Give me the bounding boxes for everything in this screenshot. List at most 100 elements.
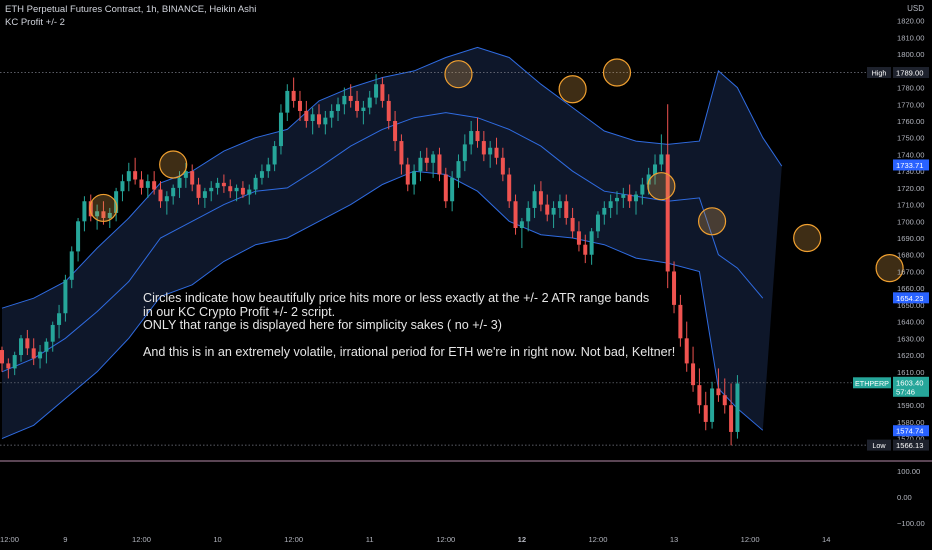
candle <box>120 181 125 192</box>
candle <box>672 271 677 305</box>
candle <box>627 194 632 202</box>
candle <box>209 187 214 192</box>
price-tick-label: 1610.00 <box>897 368 924 377</box>
candle <box>152 181 157 190</box>
candlesticks <box>0 74 740 446</box>
indicator-tick-label: 100.00 <box>897 467 920 476</box>
candle <box>0 350 4 364</box>
band-touch-circle <box>647 172 676 201</box>
candle <box>336 104 341 111</box>
band-touch-circle <box>558 75 587 104</box>
candle <box>297 100 302 111</box>
candle <box>317 114 321 125</box>
candle <box>69 251 74 280</box>
candle <box>171 187 176 197</box>
candle <box>703 405 708 422</box>
candle <box>507 174 512 202</box>
candle <box>513 201 518 228</box>
band-touch-circle <box>159 150 188 179</box>
time-tick-label: 12:00 <box>436 535 455 544</box>
candle <box>640 184 645 195</box>
price-marker-box <box>893 376 929 397</box>
time-tick-label: 13 <box>670 535 678 544</box>
price-tick-label: 1720.00 <box>897 184 924 193</box>
candle <box>481 141 486 155</box>
band-touch-circle <box>875 254 904 283</box>
candle <box>735 383 740 432</box>
candle <box>412 171 417 185</box>
candle <box>202 191 207 198</box>
candle <box>107 212 112 218</box>
time-tick-label: 14 <box>822 535 830 544</box>
candle <box>659 154 664 165</box>
price-marker-box <box>893 159 929 171</box>
band-touch-circle <box>697 207 727 236</box>
candle <box>710 388 715 422</box>
price-tick-label: 1780.00 <box>897 84 924 93</box>
price-marker-tag <box>853 377 891 389</box>
price-tick-label: 1570.00 <box>897 435 924 444</box>
price-marker-value: 1733.71 <box>896 161 923 170</box>
keltner-bands <box>1 46 783 440</box>
indicator-label[interactable]: KC Profit +/- 2 <box>5 17 65 28</box>
candle <box>63 279 68 314</box>
candle <box>519 221 524 228</box>
price-tick-label: 1750.00 <box>897 134 924 143</box>
band-fill <box>2 47 782 439</box>
price-tick-label: 1740.00 <box>897 150 924 159</box>
candle <box>361 107 366 111</box>
candle <box>621 194 626 198</box>
candle <box>729 405 734 432</box>
price-tick-label: 1810.00 <box>897 33 924 42</box>
price-tick-label: 1730.00 <box>897 167 924 176</box>
candle <box>247 189 252 195</box>
candle <box>196 184 201 198</box>
candle <box>684 338 689 364</box>
candle <box>418 157 423 172</box>
candle <box>126 171 131 182</box>
candle <box>374 84 379 98</box>
candle <box>12 355 17 369</box>
candle <box>291 90 296 101</box>
candle <box>722 395 727 406</box>
price-marker: 1574.74 <box>893 425 929 437</box>
candle <box>190 171 195 185</box>
price-marker-box <box>893 439 929 451</box>
price-marker: 1733.71 <box>893 159 929 171</box>
candle <box>367 97 372 108</box>
price-lines <box>0 72 868 446</box>
candle <box>691 363 696 386</box>
candle <box>380 84 385 101</box>
time-tick-label: 12:00 <box>588 535 607 544</box>
candle <box>259 171 264 178</box>
price-marker-value: 1789.00 <box>896 69 923 78</box>
price-tick-label: 1590.00 <box>897 401 924 410</box>
currency-label: USD <box>907 4 924 13</box>
band-touch-circle <box>602 58 632 87</box>
time-axis[interactable]: 12:00 9 12:00 10 12:00 11 12:00 12 12:00 13 12:00 1… <box>0 535 830 544</box>
price-marker-countdown: 57:46 <box>896 387 915 396</box>
indicator-tick-label: −100.00 <box>897 519 925 528</box>
candle <box>323 117 328 125</box>
price-marker-value: 1566.13 <box>896 441 923 450</box>
candle <box>57 313 62 325</box>
candle <box>228 186 233 192</box>
band-touch-circle <box>793 223 822 253</box>
price-tick-label: 1630.00 <box>897 334 924 343</box>
candle <box>469 131 474 145</box>
candle <box>139 179 144 188</box>
candle <box>614 197 619 202</box>
price-marker: 1566.13 Low <box>867 439 929 451</box>
candle <box>50 324 55 342</box>
candle <box>177 177 182 188</box>
price-axis[interactable]: 1820.001810.001800.001790.001780.001770.… <box>853 17 929 451</box>
candle <box>431 154 436 163</box>
candle <box>386 100 391 122</box>
candle <box>393 121 398 142</box>
upper-band <box>1 46 783 309</box>
price-tick-label: 1670.00 <box>897 267 924 276</box>
price-tick-label: 1620.00 <box>897 351 924 360</box>
candle <box>583 244 588 255</box>
candle <box>538 191 543 205</box>
